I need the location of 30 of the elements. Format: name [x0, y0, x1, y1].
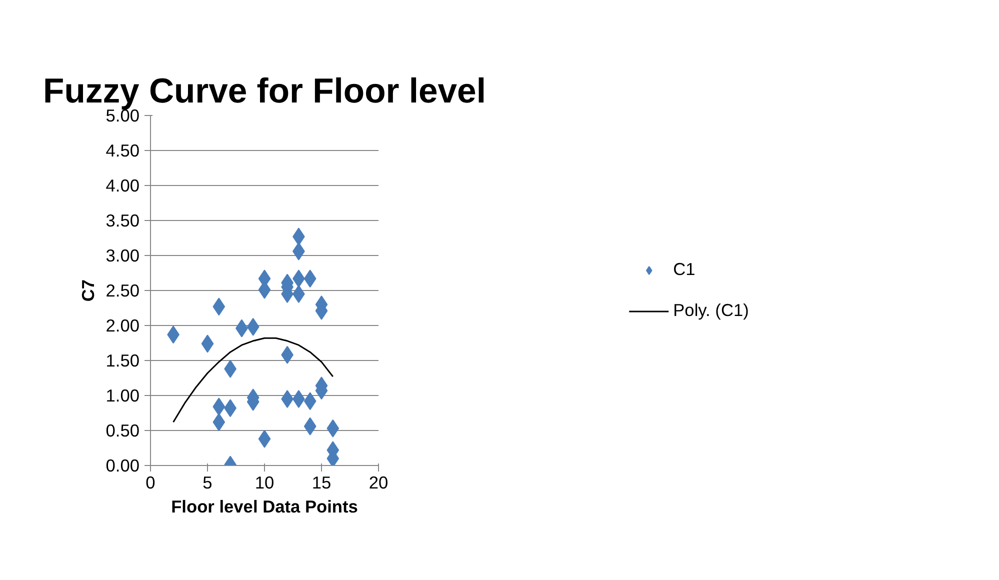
y-tick-label: 1.00: [106, 386, 140, 406]
point: [304, 392, 316, 410]
y-tick-label: 3.50: [106, 210, 140, 230]
y-axis-title: C7: [78, 279, 98, 302]
y-tick-label: 2.00: [106, 316, 140, 336]
point: [246, 318, 260, 336]
legend-label: Poly. (C1): [673, 300, 749, 321]
point: [201, 334, 214, 353]
y-tick-label: 3.00: [106, 246, 140, 266]
line-series: [172, 337, 334, 423]
y-tick-label: 4.50: [106, 140, 140, 160]
point: [212, 413, 226, 432]
point: [212, 398, 226, 416]
point: [304, 270, 316, 288]
x-tick-label: 5: [202, 472, 212, 492]
y-tick-label: 0.50: [106, 420, 140, 440]
point: [212, 298, 226, 316]
y-tick-label: 4.00: [106, 176, 140, 196]
y-tick-label: 1.50: [106, 350, 140, 370]
point: [258, 430, 271, 448]
x-tick-label: 15: [312, 472, 332, 492]
y-tick-label: 0.00: [106, 456, 140, 476]
x-axis-title: Floor level Data Points: [171, 496, 358, 516]
x-tick-label: 10: [254, 472, 274, 492]
x-tick-label: 20: [368, 472, 388, 492]
x-tick-label: 0: [146, 472, 156, 492]
point: [326, 419, 340, 438]
point: [304, 417, 316, 436]
y-tick-label: 2.50: [106, 280, 140, 300]
legend-label: C1: [673, 259, 696, 280]
